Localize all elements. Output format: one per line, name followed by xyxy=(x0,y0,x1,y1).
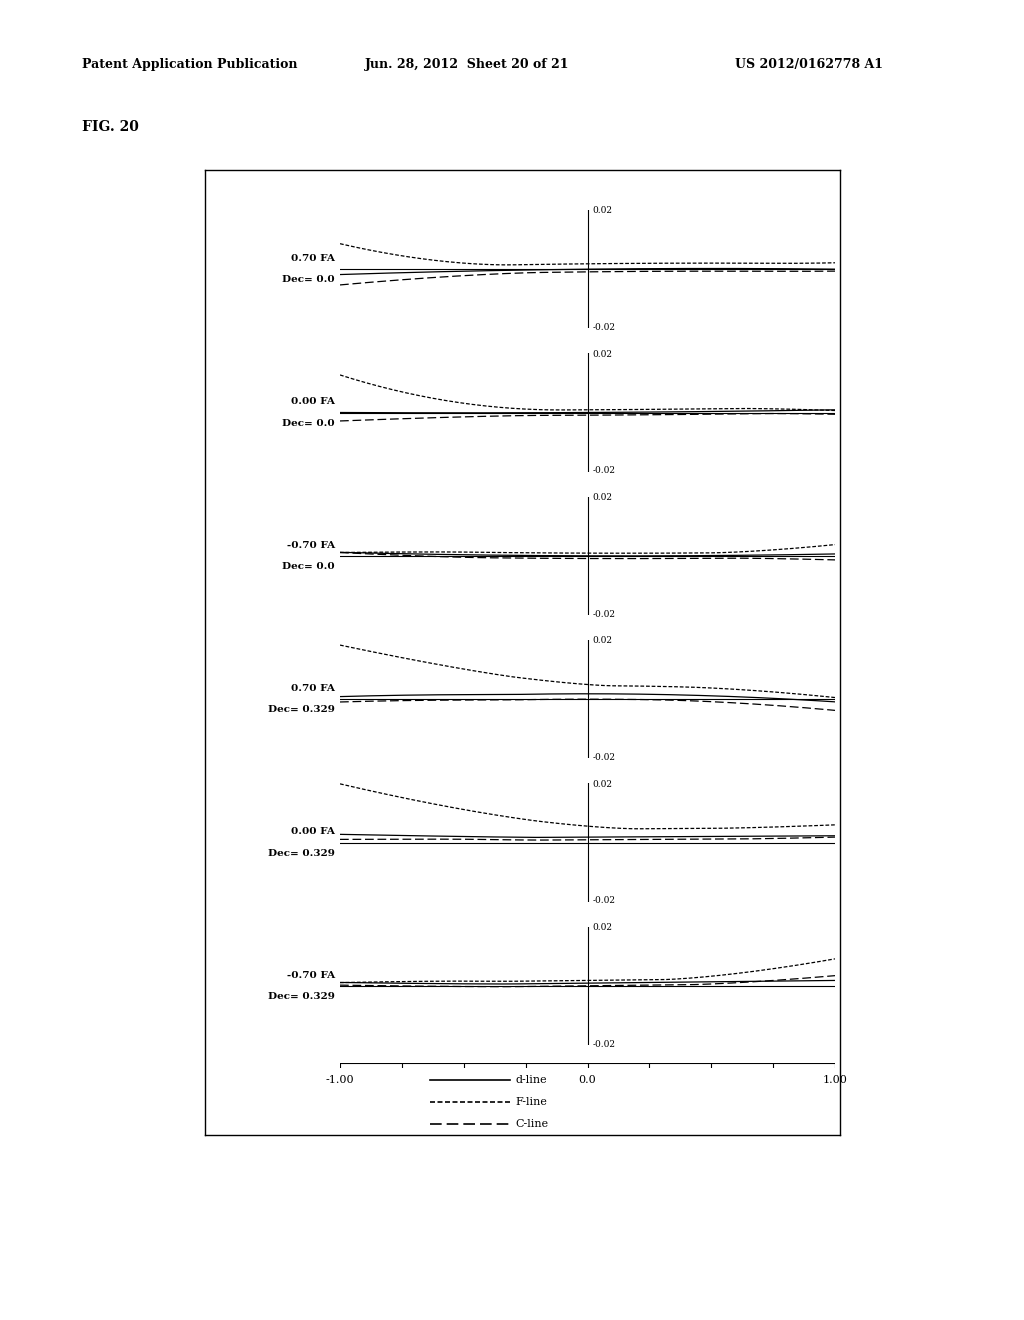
Text: Dec= 0.0: Dec= 0.0 xyxy=(283,418,335,428)
Text: C-line: C-line xyxy=(515,1119,548,1129)
Text: F-line: F-line xyxy=(515,1097,547,1107)
Text: Dec= 0.329: Dec= 0.329 xyxy=(268,991,335,1001)
Text: 0.00 FA: 0.00 FA xyxy=(291,397,335,407)
Text: 0.02: 0.02 xyxy=(593,923,612,932)
Text: -0.02: -0.02 xyxy=(593,610,615,619)
Text: Jun. 28, 2012  Sheet 20 of 21: Jun. 28, 2012 Sheet 20 of 21 xyxy=(365,58,569,71)
Text: -0.70 FA: -0.70 FA xyxy=(287,970,335,979)
Text: -0.70 FA: -0.70 FA xyxy=(287,541,335,549)
Text: 0.02: 0.02 xyxy=(593,350,612,359)
Text: 0.02: 0.02 xyxy=(593,494,612,502)
Text: -0.02: -0.02 xyxy=(593,896,615,906)
Text: FIG. 20: FIG. 20 xyxy=(82,120,139,135)
Text: 0.70 FA: 0.70 FA xyxy=(291,255,335,263)
Text: 0.0: 0.0 xyxy=(579,1074,596,1085)
Text: 1.00: 1.00 xyxy=(822,1074,848,1085)
Text: 0.02: 0.02 xyxy=(593,780,612,789)
Text: -0.02: -0.02 xyxy=(593,466,615,475)
Text: 0.00 FA: 0.00 FA xyxy=(291,828,335,837)
Text: Dec= 0.329: Dec= 0.329 xyxy=(268,849,335,858)
Text: Dec= 0.0: Dec= 0.0 xyxy=(283,276,335,284)
Text: US 2012/0162778 A1: US 2012/0162778 A1 xyxy=(735,58,883,71)
Text: 0.02: 0.02 xyxy=(593,636,612,645)
Text: Dec= 0.0: Dec= 0.0 xyxy=(283,562,335,570)
Text: d-line: d-line xyxy=(515,1074,547,1085)
Text: -0.02: -0.02 xyxy=(593,1040,615,1048)
Text: -0.02: -0.02 xyxy=(593,752,615,762)
Text: 0.02: 0.02 xyxy=(593,206,612,215)
Text: -1.00: -1.00 xyxy=(326,1074,354,1085)
Text: -0.02: -0.02 xyxy=(593,323,615,331)
Text: 0.70 FA: 0.70 FA xyxy=(291,684,335,693)
Text: Patent Application Publication: Patent Application Publication xyxy=(82,58,298,71)
Text: Dec= 0.329: Dec= 0.329 xyxy=(268,705,335,714)
